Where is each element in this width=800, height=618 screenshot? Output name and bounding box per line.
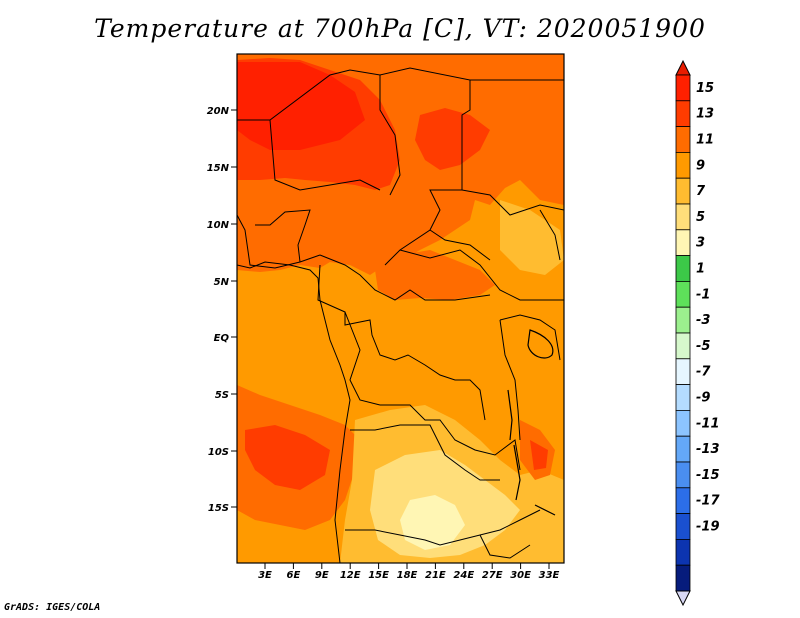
colorbar-swatch: [675, 255, 691, 282]
lon-tick-label: 21E: [425, 570, 446, 581]
colorbar-swatch: [675, 513, 691, 540]
colorbar-swatch: [675, 539, 691, 566]
colorbar-label: 15: [696, 81, 714, 96]
lon-tick-label: 9E: [315, 570, 329, 581]
colorbar-swatch: [675, 100, 691, 128]
colorbar-label: -11: [696, 416, 720, 431]
colorbar-swatch: [675, 177, 691, 205]
colorbar-label: -5: [696, 339, 710, 354]
colorbar-bottom-arrow: [675, 590, 691, 607]
lakes: [507, 329, 556, 516]
latitude-axis: 20N 15N 10N 5N EQ 5S 10S 15S: [207, 106, 237, 514]
lon-tick-label: 33E: [539, 570, 560, 581]
colorbar-swatch: [675, 358, 691, 385]
colorbar-label: 7: [696, 184, 706, 199]
lat-tick-label: 20N: [207, 106, 230, 117]
lat-tick-label: EQ: [214, 333, 230, 344]
lon-tick-label: 15E: [368, 570, 389, 581]
lat-tick-label: 5S: [215, 390, 229, 401]
colorbar-label: 11: [696, 133, 714, 148]
lon-tick-label: 27E: [482, 570, 503, 581]
colorbar-swatch: [675, 409, 691, 437]
lon-tick-label: 18E: [397, 570, 418, 581]
longitude-axis: 3E 6E 9E 12E 15E 18E 21E 24E 27E 30E 33E: [258, 563, 560, 581]
lat-tick-label: 15N: [207, 163, 230, 174]
lat-tick-label: 10S: [208, 447, 229, 458]
map-frame: [236, 53, 565, 564]
colorbar-swatch: [675, 461, 691, 489]
colorbar-label: 1: [696, 262, 705, 277]
colorbar-label: 9: [696, 158, 705, 173]
lon-tick-label: 6E: [287, 570, 301, 581]
colorbar-label: -1: [696, 287, 710, 302]
colorbar-label: -19: [696, 520, 720, 535]
lon-tick-label: 24E: [453, 570, 474, 581]
lat-tick-label: 5N: [214, 277, 230, 288]
colorbar-swatch: [675, 384, 691, 411]
colorbar-label: -7: [696, 365, 711, 380]
colorbar-swatch: [675, 332, 691, 360]
credit-label: GrADS: IGES/COLA: [4, 602, 101, 613]
colorbar-label: -3: [696, 313, 710, 328]
colorbar-swatch: [675, 126, 691, 153]
colorbar: 15 13 11 9 7 5 3 1 -1 -3 -5 -7 -9 -11 -13 -15 -17 -19: [675, 59, 720, 607]
colorbar-swatch: [675, 74, 691, 102]
colorbar-swatch: [675, 435, 691, 463]
colorbar-swatch: [675, 203, 691, 231]
country-borders: [237, 67, 564, 563]
colorbar-swatch: [675, 229, 691, 257]
colorbar-label: -9: [696, 391, 710, 406]
colorbar-swatch: [675, 306, 691, 334]
colorbar-top-arrow: [675, 59, 691, 76]
colorbar-label: -17: [696, 494, 720, 509]
colorbar-label: -15: [696, 468, 720, 483]
colorbar-label: 3: [696, 236, 705, 251]
lat-tick-label: 15S: [208, 503, 229, 514]
colorbar-label: 13: [696, 107, 714, 122]
temperature-field: [237, 54, 564, 563]
map-title: Temperature at 700hPa [C], VT: 202005190…: [94, 14, 706, 43]
colorbar-swatch: [675, 487, 691, 514]
lat-tick-label: 10N: [207, 220, 230, 231]
colorbar-swatch: [675, 280, 691, 308]
colorbar-swatch: [675, 564, 691, 592]
lon-tick-label: 12E: [340, 570, 361, 581]
lon-tick-label: 3E: [258, 570, 272, 581]
lon-tick-label: 30E: [510, 570, 531, 581]
colorbar-label: 5: [696, 210, 705, 225]
colorbar-swatch: [675, 151, 691, 179]
colorbar-label: -13: [696, 442, 720, 457]
